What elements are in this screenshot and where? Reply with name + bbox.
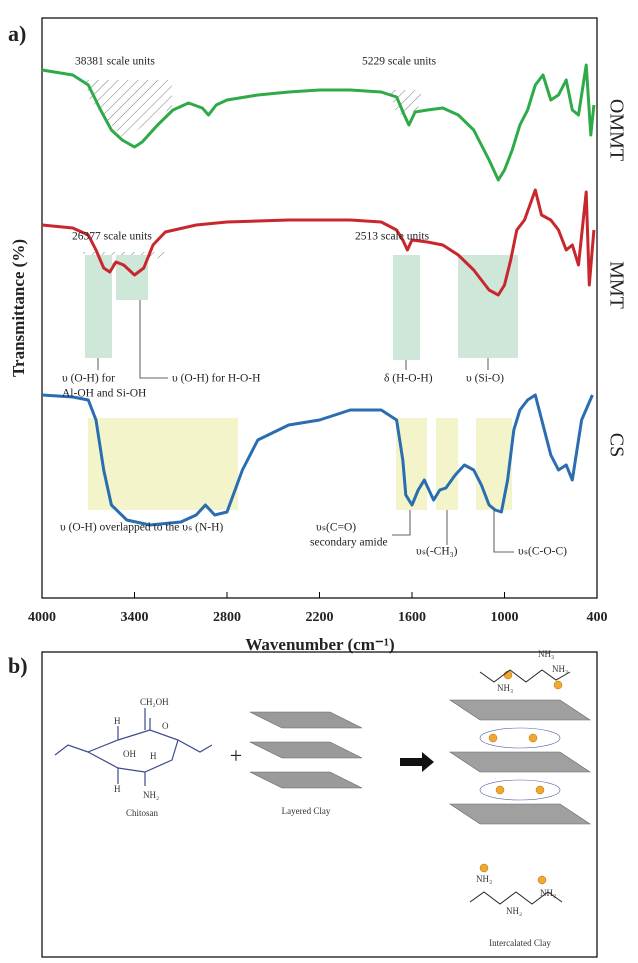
chem-label: NH₃ (552, 664, 568, 674)
chitosan-structure (54, 708, 213, 786)
annotation: 5229 scale units (362, 56, 437, 68)
annotation: secondary amide (310, 537, 388, 549)
band (436, 418, 458, 510)
y-axis-label: Transmittance (%) (9, 239, 28, 377)
curves: OMMT MMT CS (41, 63, 627, 527)
band (396, 418, 427, 510)
band (476, 418, 512, 510)
series-label: MMT (605, 261, 627, 309)
chem-label: NH₃ (540, 888, 556, 898)
chem-label: H (114, 716, 121, 726)
x-tick-label: 1000 (491, 610, 519, 625)
caption: Chitosan (126, 808, 159, 818)
panel-a: a) OMMT MMT CS 38381 scale units 5229 scal… (8, 17, 627, 654)
spectrum (41, 63, 596, 182)
x-tick-label: 1600 (398, 610, 426, 625)
chem-label: OH (123, 749, 136, 759)
annotation: υₛ(C=O) (316, 522, 356, 534)
chem-label: NH₂ (143, 790, 159, 800)
x-axis-label: Wavenumber (cm⁻¹) (245, 635, 394, 654)
x-tick-label: 3400 (121, 610, 149, 625)
hatched-area (85, 80, 172, 140)
x-tick-label: 2200 (306, 610, 334, 625)
spectrum (41, 188, 596, 297)
chem-label: H (114, 784, 121, 794)
hatched-area (390, 90, 422, 118)
band (116, 255, 148, 300)
panel-label: a) (8, 21, 26, 46)
interactions (479, 727, 561, 801)
leaders (97, 300, 514, 553)
schematic-frame (41, 651, 598, 958)
chains (469, 669, 571, 905)
caption: Intercalated Clay (489, 938, 551, 948)
x-tick-label: 4000 (28, 610, 56, 625)
annotation: δ (H-O-H) (384, 373, 433, 385)
x-tick-label: 400 (587, 610, 608, 625)
annotation: 38381 scale units (75, 56, 155, 68)
intercalated-sheets (449, 699, 591, 825)
annotation: υₛ(C-O-C) (518, 546, 567, 558)
plus: + (230, 743, 242, 768)
caption: Layered Clay (282, 806, 331, 816)
series-label: OMMT (605, 99, 627, 161)
spectrum (41, 393, 594, 527)
annotation: Al-OH and Si-OH (62, 388, 146, 400)
arrow (400, 752, 434, 772)
annotation: υₛ(-CH₃) (416, 546, 458, 558)
annotation: 26377 scale units (72, 231, 152, 243)
annotation: 2513 scale units (355, 231, 430, 243)
x-tick-label: 2800 (213, 610, 241, 625)
chem-label: H (150, 751, 157, 761)
annotation: υ (Si-O) (466, 373, 504, 385)
chem-label: NH₃ (538, 649, 554, 659)
panel-label: b) (8, 653, 28, 678)
cations (479, 670, 563, 885)
clay-sheets (249, 711, 363, 789)
chem-label: NH₃ (476, 874, 492, 884)
annotation: υ (O-H) overlapped to the υₛ (N-H) (60, 522, 223, 534)
annotation: υ (O-H) for (62, 373, 115, 385)
panel-b: b) CH₂OH O H OH H H NH₂ Chitosan + Layer… (8, 649, 598, 958)
chem-label: CH₂OH (140, 697, 169, 707)
chem-label: NH₂ (506, 906, 522, 916)
series-label: CS (605, 433, 627, 457)
chem-label: O (162, 721, 169, 731)
band (393, 255, 420, 360)
chem-label: NH₃ (497, 683, 513, 693)
annotation: υ (O-H) for H-O-H (172, 373, 260, 385)
band (88, 418, 238, 510)
